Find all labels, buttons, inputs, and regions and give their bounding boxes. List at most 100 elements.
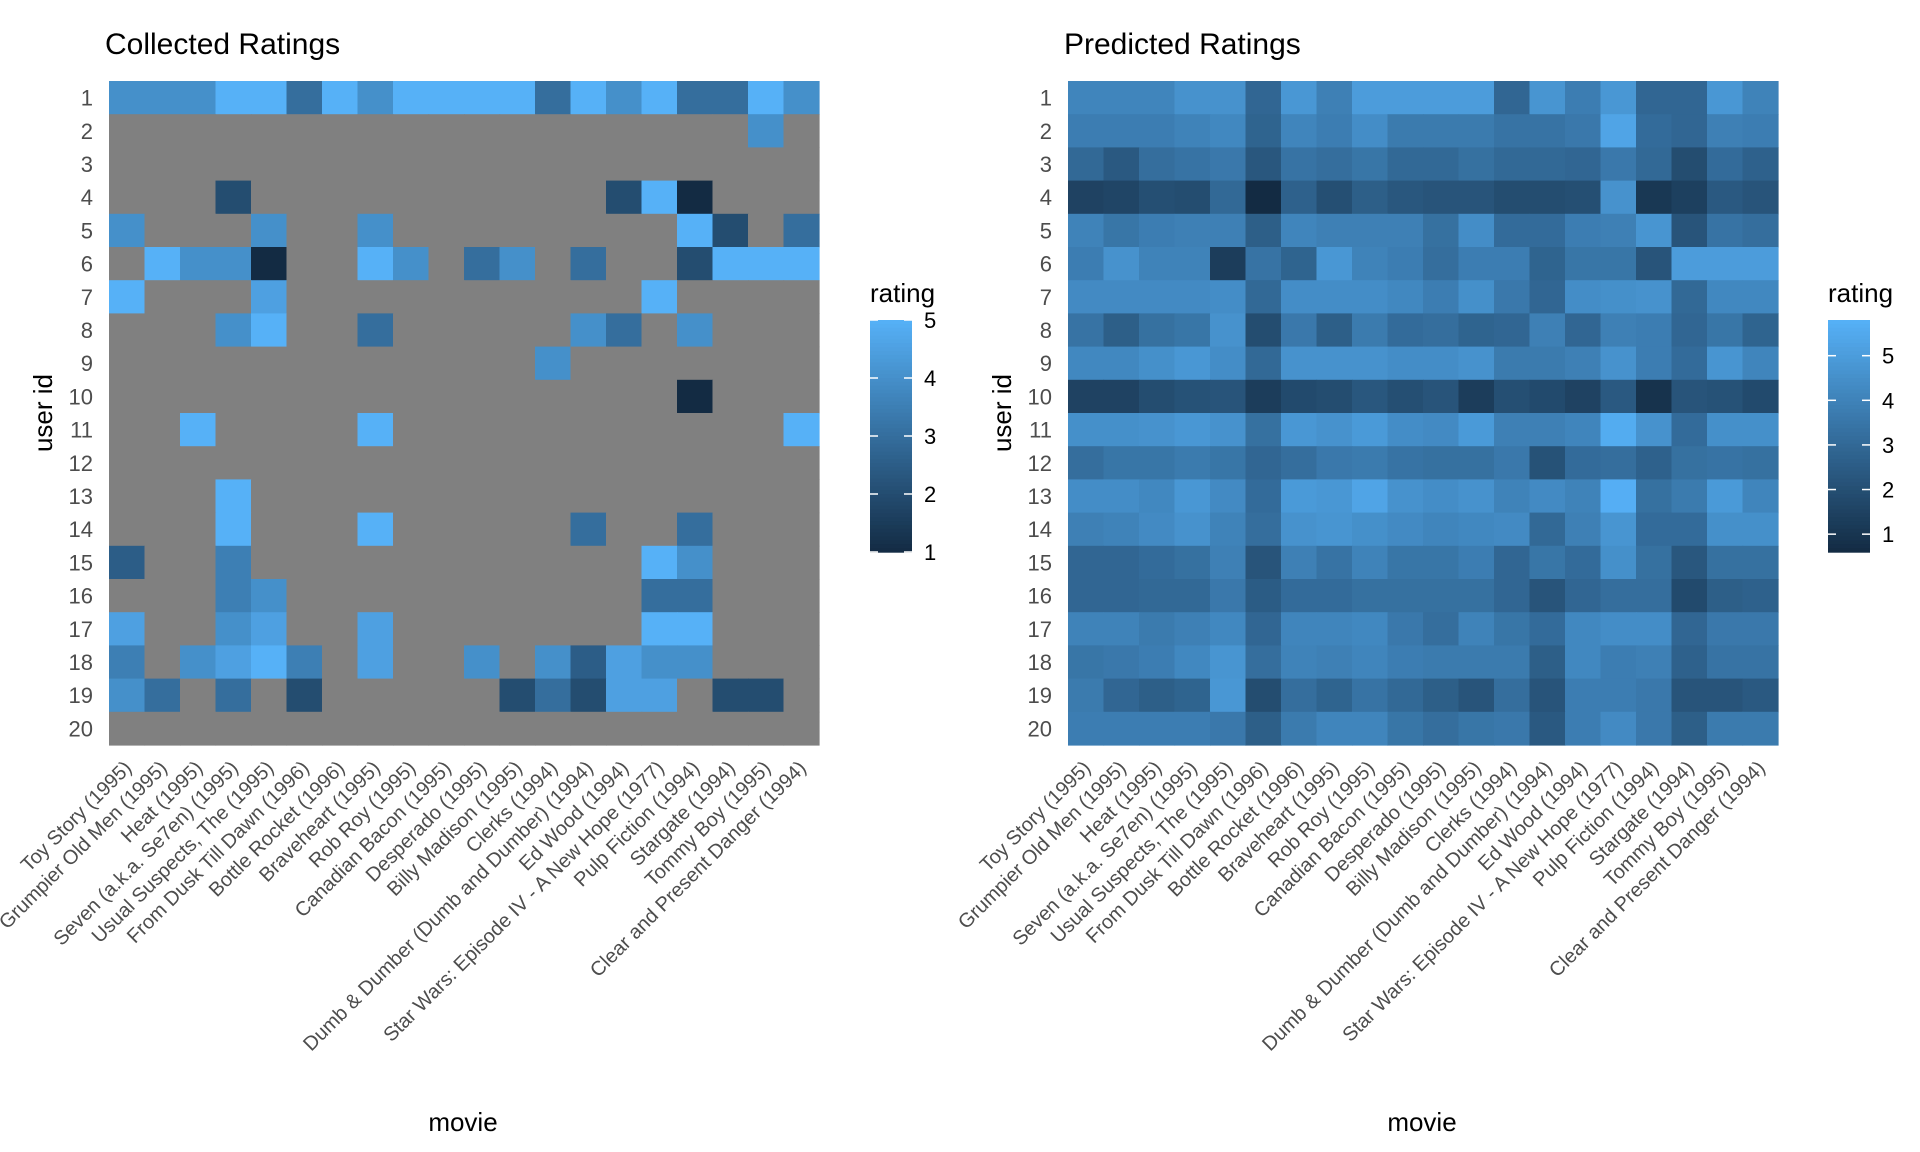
heatmap-cell [1707,147,1744,182]
heatmap-cell [1103,678,1140,713]
heatmap-cell [215,612,252,646]
heatmap-cell [1210,545,1247,580]
heatmap-cell [180,147,217,182]
heatmap-cell [1174,114,1211,148]
legend-color-step [870,544,912,549]
heatmap-cell [677,147,714,182]
legend-color-step [1828,478,1870,484]
heatmap-cell [1529,379,1566,414]
heatmap-cell [606,446,643,480]
heatmap-cell [1281,213,1318,248]
heatmap-cell [1671,512,1708,547]
heatmap-cell [286,413,323,447]
heatmap-cell [1068,379,1105,414]
heatmap-cell [1529,147,1566,182]
heatmap-cell [1387,247,1424,281]
heatmap-cell [712,512,749,547]
heatmap-cell [677,711,714,746]
heatmap-cell [1742,346,1779,381]
heatmap-cell [1352,280,1389,314]
heatmap-cell [748,147,785,182]
heatmap-cell [1529,545,1566,580]
heatmap-cell [570,479,607,514]
heatmap-cell [1068,579,1105,613]
heatmap-cell [570,346,607,381]
heatmap-cell [783,612,820,646]
heatmap-cell [1742,213,1779,248]
heatmap-cell [1210,114,1247,148]
heatmap-cell [1565,579,1602,613]
heatmap-cell [428,81,465,115]
heatmap-cell [1174,247,1211,281]
heatmap-cell [606,213,643,248]
heatmap-cell [393,213,430,248]
heatmap-cell [1245,313,1282,348]
heatmap-cell [1494,579,1531,613]
heatmap-cell [535,645,572,680]
heatmap-cell [748,81,785,115]
heatmap-cell [1529,180,1566,215]
legend-color-step [1828,381,1870,387]
heatmap-cell [1281,379,1318,414]
heatmap-cell [109,479,146,514]
heatmap-cell [180,346,217,381]
legend-color-step [870,524,912,530]
heatmap-cell [1068,446,1105,480]
heatmap-cell [1671,479,1708,514]
heatmap-cell [1636,545,1673,580]
heatmap-cell [1174,379,1211,414]
heatmap-cell [1316,545,1353,580]
heatmap-cell [1103,346,1140,381]
heatmap-cell [322,645,359,680]
legend-color-step [870,397,912,402]
heatmap-cell [1210,446,1247,480]
heatmap-cell [1387,114,1424,148]
heatmap-cell [748,180,785,215]
heatmap-cell [1458,479,1495,514]
legend-color-step [870,482,912,487]
heatmap-cell [1494,678,1531,713]
heatmap-cell [393,413,430,447]
heatmap-cell [1458,114,1495,148]
heatmap-cell [180,612,217,646]
heatmap-cell [1423,413,1460,447]
heatmap-cell [180,180,217,215]
heatmap-cell [286,379,323,414]
y-axis-label: user id [987,374,1017,452]
heatmap-cell [1387,346,1424,381]
color-legend: rating 1 2 3 4 5 [870,278,936,565]
legend-color-step [1828,378,1870,383]
heatmap-cell [570,180,607,215]
heatmap-cell [748,280,785,314]
heatmap-cell [1529,247,1566,281]
heatmap-cell [499,579,536,613]
heatmap-cell [464,645,501,680]
heatmap-cell [286,213,323,248]
heatmap-cell [712,379,749,414]
heatmap-cell [1174,678,1211,713]
legend-color-step [1828,408,1870,414]
heatmap-cell [1565,180,1602,215]
heatmap-cell [1707,612,1744,646]
heatmap-cell [499,180,536,215]
y-tick-label: 11 [1029,418,1052,443]
heatmap-cell [286,280,323,314]
legend-color-step [870,486,912,491]
heatmap-cell [783,413,820,447]
heatmap-cell [712,147,749,182]
heatmap-cell [1742,579,1779,613]
heatmap-cell [606,678,643,713]
heatmap-cell [677,612,714,646]
heatmap-cell [499,346,536,381]
y-tick-label: 20 [1028,716,1052,741]
heatmap-cell [1139,413,1176,447]
heatmap-cell [144,678,181,713]
heatmap-cell [1316,147,1353,182]
heatmap-cell [357,147,394,182]
legend-color-step [1828,354,1870,360]
heatmap-cell [1352,81,1389,115]
heatmap-cell [286,346,323,381]
heatmap-cell [1565,114,1602,148]
heatmap-cell [215,180,252,215]
heatmap-cell [1671,81,1708,115]
